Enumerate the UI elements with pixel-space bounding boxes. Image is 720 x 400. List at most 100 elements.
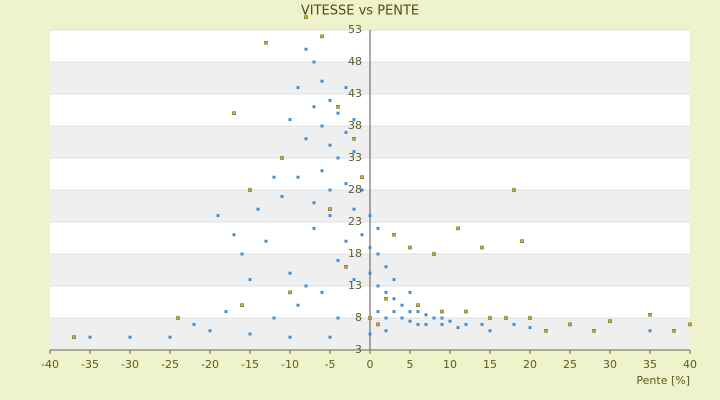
scatter-point — [440, 316, 444, 320]
y-tick-label: 18 — [348, 247, 362, 260]
scatter-point — [344, 130, 348, 134]
scatter-point — [296, 303, 300, 307]
scatter-point — [408, 319, 412, 323]
scatter-point — [688, 322, 692, 327]
scatter-point — [432, 316, 436, 320]
scatter-point — [320, 34, 324, 39]
scatter-point — [344, 182, 348, 186]
scatter-point — [320, 290, 324, 294]
x-tick-label: 30 — [603, 358, 617, 371]
scatter-point — [376, 322, 380, 327]
scatter-point — [480, 322, 484, 326]
scatter-point — [520, 239, 524, 243]
y-tick-label: 3 — [355, 343, 362, 356]
scatter-point — [392, 233, 396, 237]
scatter-point — [376, 226, 380, 230]
scatter-point — [328, 335, 332, 339]
scatter-point — [336, 258, 340, 262]
scatter-point — [176, 316, 180, 320]
scatter-point — [296, 175, 300, 179]
x-tick-label: 5 — [407, 358, 414, 371]
x-tick-label: 40 — [683, 358, 697, 371]
scatter-point — [328, 214, 332, 218]
scatter-point — [320, 169, 324, 173]
y-tick-label: 43 — [348, 87, 362, 100]
scatter-point — [368, 316, 372, 320]
scatter-point — [528, 326, 532, 330]
y-tick-label: 23 — [348, 215, 362, 228]
scatter-point — [648, 312, 652, 317]
scatter-point — [336, 156, 340, 160]
x-tick-label: -10 — [281, 358, 299, 371]
scatter-point — [424, 322, 428, 326]
scatter-point — [544, 328, 548, 333]
scatter-point — [288, 118, 292, 122]
scatter-point — [456, 326, 460, 330]
scatter-point — [448, 319, 452, 323]
scatter-point — [344, 264, 348, 269]
scatter-point — [256, 207, 260, 211]
scatter-point — [352, 118, 356, 122]
scatter-point — [464, 322, 468, 326]
scatter-point — [384, 329, 388, 333]
scatter-point — [400, 303, 404, 307]
scatter-point — [608, 319, 612, 324]
scatter-point — [352, 278, 356, 282]
scatter-point — [504, 316, 508, 320]
scatter-point — [464, 309, 468, 314]
scatter-point — [352, 137, 356, 141]
x-tick-label: 0 — [367, 358, 374, 371]
scatter-point — [392, 278, 396, 282]
scatter-point — [368, 214, 372, 218]
scatter-point — [392, 310, 396, 314]
scatter-point — [592, 328, 596, 333]
x-tick-label: -30 — [121, 358, 139, 371]
scatter-point — [360, 175, 364, 179]
scatter-point — [288, 335, 292, 339]
scatter-point — [416, 303, 420, 308]
scatter-point — [88, 335, 92, 339]
y-tick-label: 13 — [348, 279, 362, 292]
scatter-point — [280, 156, 284, 160]
x-tick-label: -25 — [161, 358, 179, 371]
scatter-point — [512, 322, 516, 326]
scatter-point — [648, 329, 652, 333]
x-tick-label: 10 — [443, 358, 457, 371]
scatter-point — [528, 316, 532, 320]
scatter-point — [328, 98, 332, 102]
scatter-point — [232, 233, 236, 237]
scatter-point — [432, 252, 436, 256]
scatter-point — [384, 265, 388, 269]
scatter-point — [376, 252, 380, 256]
scatter-point — [304, 284, 308, 288]
x-tick-label: -15 — [241, 358, 259, 371]
scatter-point — [336, 105, 340, 109]
x-tick-label: -35 — [81, 358, 99, 371]
scatter-point — [320, 124, 324, 128]
scatter-point — [384, 296, 388, 301]
scatter-point — [384, 316, 388, 320]
x-tick-label: 25 — [563, 358, 577, 371]
scatter-point — [248, 188, 252, 192]
scatter-point — [312, 105, 316, 109]
scatter-point — [368, 271, 372, 275]
scatter-point — [672, 328, 676, 333]
scatter-point — [288, 271, 292, 275]
scatter-point — [272, 175, 276, 179]
scatter-point — [488, 329, 492, 333]
scatter-point — [424, 313, 428, 317]
chart-title: VITESSE vs PENTE — [301, 4, 419, 19]
scatter-point — [336, 111, 340, 115]
x-tick-label: -20 — [201, 358, 219, 371]
scatter-point — [512, 188, 516, 192]
x-tick-label: 20 — [523, 358, 537, 371]
scatter-point — [328, 143, 332, 147]
scatter-point — [168, 335, 172, 339]
x-tick-label: -5 — [325, 358, 336, 371]
scatter-point — [296, 86, 300, 90]
scatter-point — [408, 245, 412, 250]
scatter-point — [304, 47, 308, 51]
scatter-point — [408, 290, 412, 294]
scatter-point — [280, 194, 284, 198]
scatter-point — [264, 40, 268, 45]
